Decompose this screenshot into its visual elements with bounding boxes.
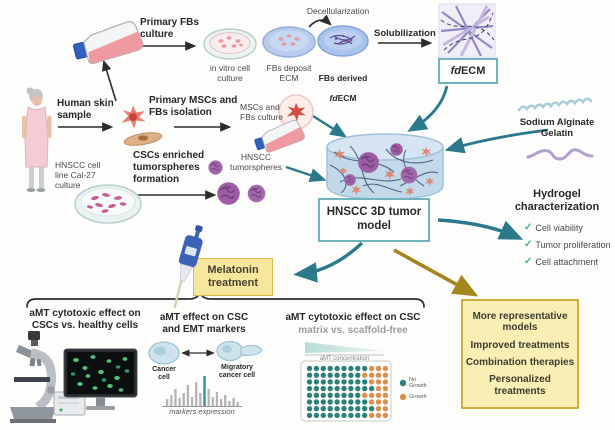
- solubilization-label: Solubilization: [374, 28, 436, 39]
- markers-expression-label: markers expression: [169, 407, 235, 416]
- check-cell-attachment: ✓ Cell attachment: [524, 256, 598, 268]
- model-box: HNSCC 3D tumor model: [318, 198, 430, 242]
- gelatin-squiggle-icon: [526, 148, 594, 161]
- legend-growth-label: Growth: [409, 394, 427, 400]
- dish-fdecm-rest: ECM: [337, 93, 357, 104]
- fdecm-box-label: fdECM: [451, 65, 486, 77]
- dish-fdecm-line1: FBs derived: [318, 73, 368, 84]
- hydrogel-title: Hydrogel characterization: [514, 188, 600, 213]
- dish-fdecm-italic: fd: [329, 93, 338, 104]
- check-label: Cell viability: [535, 223, 583, 233]
- marker-expression-bars: [166, 376, 239, 406]
- msc-isolation-label: Primary MSCs and FBs isolation: [149, 95, 238, 118]
- check-label: Tumor proliferation: [535, 240, 611, 250]
- panel1-title: aMT cytotoxic effect on CSCs vs. healthy…: [29, 308, 141, 331]
- human-skin-label: Human skin sample: [57, 98, 114, 121]
- decellularization-label: Decellularization: [306, 6, 370, 16]
- sodium-alginate-label: Sodium Alginate Gelatin: [519, 117, 595, 140]
- gold-arrow: [393, 248, 479, 297]
- fdecm-fibers-image: [438, 3, 496, 59]
- small-flask-icon: [254, 119, 305, 153]
- legend-no-growth-label: No Growth: [409, 377, 427, 390]
- melatonin-box: Melatonin treatment: [193, 258, 273, 296]
- petri-dish-fbs-ecm: [262, 26, 316, 58]
- outcomes-box: More representative models Improved trea…: [461, 299, 579, 409]
- legend-growth-dot: [399, 393, 407, 401]
- outcome-item: Improved treatments: [470, 339, 570, 351]
- petri-dish-cal27: [74, 184, 142, 224]
- msc-fb-cells-icon: [121, 105, 163, 146]
- check-icon: ✓: [524, 256, 533, 267]
- migratory-cancer-cell-icon: [216, 340, 263, 362]
- flow-arrows-teal: [285, 85, 549, 283]
- outcome-item: More representative models: [472, 310, 568, 334]
- human-figure-icon: [22, 87, 52, 192]
- panel3-title-gray: matrix vs. scaffold-free: [298, 325, 408, 336]
- csc-formation-label: CSCs enriched tumorspheres formation: [133, 150, 205, 185]
- tumorspheres-label: HNSCC tumorspheres: [230, 152, 282, 173]
- fdecm-box: fdECM: [438, 58, 498, 84]
- amt-gradient-triangle: [305, 342, 384, 353]
- flow-arrows-black: [58, 14, 433, 357]
- microscope-icon: [10, 331, 56, 423]
- model-box-label: HNSCC 3D tumor model: [326, 206, 422, 232]
- hydrogel-model-icon: [326, 133, 444, 200]
- culture-flask-icon: [73, 20, 144, 64]
- hnscc-cell-line-label: HNSCC cell line Cal-27 culture: [55, 160, 101, 191]
- dish-fbs-ecm-label: FBs deposit ECM: [266, 63, 312, 84]
- legend-no-growth-dot: [399, 379, 407, 387]
- outcome-item: Personalized treatments: [489, 374, 551, 397]
- cancer-cell-icon: [148, 341, 180, 365]
- petri-dish-invitro: [203, 28, 257, 60]
- dish-invitro-label: in vitro cell culture: [209, 63, 251, 84]
- panel2-title: aMT effect on CSC and EMT markers: [159, 312, 249, 335]
- check-label: Cell attachment: [535, 257, 598, 267]
- check-icon: ✓: [524, 239, 533, 250]
- panel3-title-black: aMT cytotoxic effect on CSC: [285, 312, 421, 323]
- fdecm-box-rest: ECM: [460, 65, 486, 77]
- fdecm-box-italic: fd: [450, 65, 461, 77]
- migratory-cell-label: Migratory cancer cell: [218, 364, 256, 380]
- primary-fbs-label: Primary FBs culture: [140, 17, 199, 40]
- micropipette-icon: [173, 225, 204, 309]
- cancer-cell-label: Cancer cell: [152, 366, 176, 382]
- petri-dish-fdecm: [317, 25, 369, 57]
- check-tumor-proliferation: ✓ Tumor proliferation: [524, 239, 611, 251]
- check-icon: ✓: [524, 222, 533, 233]
- outcome-item: Combination therapies: [465, 356, 575, 368]
- well-grid: [306, 365, 389, 419]
- melatonin-label: Melatonin treatment: [207, 264, 259, 289]
- dish-fdecm-label: FBs derived fdECM: [311, 63, 375, 103]
- msc-culture-label: MSCs and FBs culture: [240, 102, 283, 123]
- check-cell-viability: ✓ Cell viability: [524, 222, 583, 234]
- fluorescence-monitor-icon: [63, 348, 138, 410]
- amt-concentration-label: aMT concentration: [319, 356, 370, 362]
- alginate-squiggle-icon: [517, 97, 593, 112]
